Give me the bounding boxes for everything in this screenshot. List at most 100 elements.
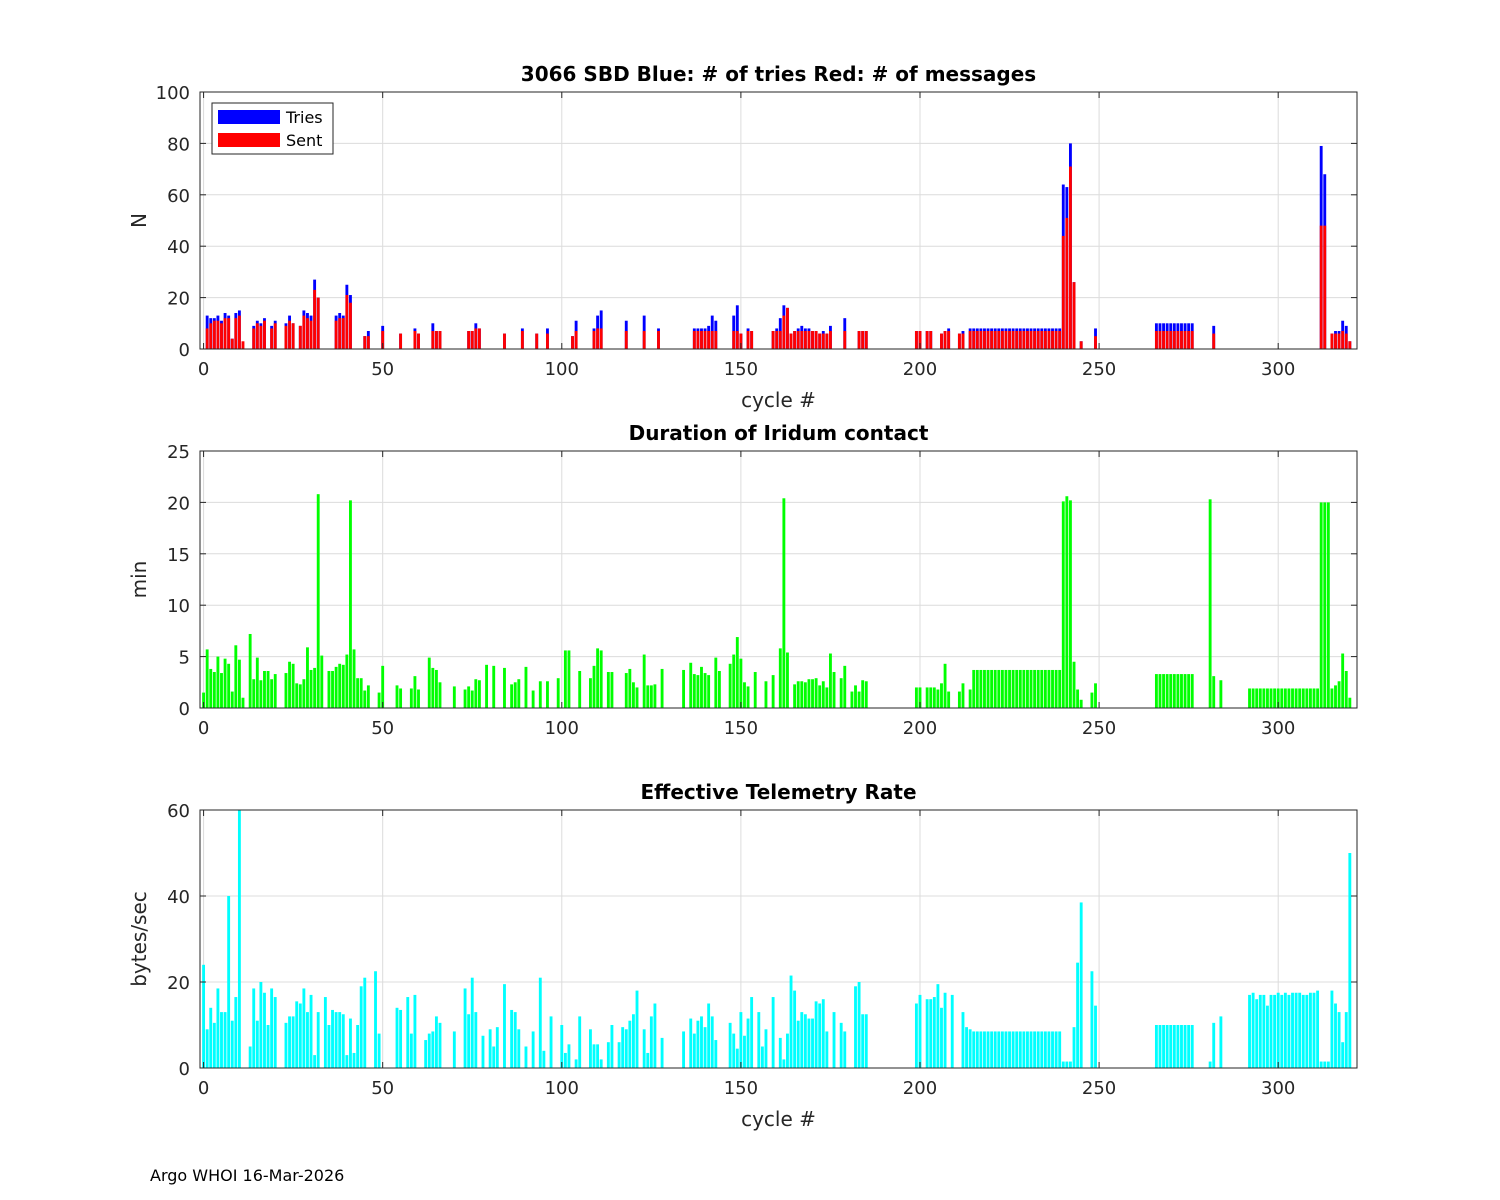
bar-sent — [309, 320, 313, 349]
bar-sent — [1158, 331, 1162, 349]
bar-value — [818, 685, 822, 708]
bar-value — [1330, 990, 1334, 1068]
bar-value — [997, 669, 1001, 708]
bar-value — [202, 964, 206, 1068]
bar-value — [700, 666, 703, 708]
bar-value — [979, 1031, 983, 1068]
bar-value — [273, 674, 277, 708]
bar-value — [800, 681, 804, 708]
bar-value — [1033, 1031, 1037, 1068]
bar-value — [1180, 674, 1183, 708]
y-axis-label: min — [127, 561, 151, 599]
bar-sent — [431, 331, 435, 349]
bar-value — [1208, 499, 1212, 708]
bar-value — [821, 681, 825, 708]
bar-value — [610, 1025, 614, 1068]
bar-value — [707, 1003, 711, 1068]
bar-value — [735, 637, 739, 708]
bar-value — [1000, 1031, 1004, 1068]
bar-value — [1344, 670, 1348, 708]
x-tick-label: 300 — [1261, 718, 1295, 739]
bar-value — [642, 1029, 646, 1068]
bar-value — [1011, 669, 1015, 708]
y-tick-label: 20 — [167, 289, 190, 310]
chart-title: 3066 SBD Blue: # of tries Red: # of mess… — [521, 62, 1036, 86]
bar-value — [1208, 1061, 1212, 1068]
bar-value — [843, 1031, 847, 1068]
bar-value — [1287, 688, 1291, 708]
bar-value — [212, 1022, 216, 1068]
bar-value — [1172, 1025, 1176, 1068]
y-tick-label: 0 — [179, 340, 190, 361]
bar-value — [746, 686, 750, 708]
bar-value — [1069, 1061, 1072, 1068]
bar-value — [1298, 992, 1302, 1068]
bar-value — [778, 648, 782, 708]
bar-sent — [381, 331, 385, 349]
bar-sent — [771, 331, 775, 349]
bar-value — [352, 1052, 356, 1068]
bar-value — [689, 1018, 693, 1068]
bar-sent — [1176, 331, 1180, 349]
bar-value — [241, 697, 245, 708]
bar-value — [209, 1007, 213, 1068]
bar-value — [209, 668, 213, 708]
bar-value — [1219, 680, 1223, 708]
chart-panel-1: 0 50 100 150 200 250 300 0 20 40 60 80 100 3066 SBD B… — [127, 62, 1358, 412]
bar-sent — [807, 331, 811, 349]
bar-value — [306, 647, 309, 708]
bar-sent — [925, 331, 929, 349]
bar-value — [843, 665, 847, 708]
bar-sent — [1043, 331, 1047, 349]
bar-value — [628, 668, 632, 708]
bar-sent — [1029, 331, 1033, 349]
bar-value — [1058, 669, 1062, 708]
bar-value — [743, 682, 746, 708]
x-tick-label: 0 — [198, 718, 209, 739]
bar-value — [1287, 994, 1291, 1068]
bar-sent — [316, 297, 320, 349]
bar-sent — [363, 336, 367, 349]
bar-value — [1323, 1061, 1327, 1068]
plot-area — [200, 810, 1357, 1068]
bar-value — [1069, 500, 1072, 708]
bar-value — [807, 679, 811, 708]
bar-value — [1061, 501, 1065, 708]
bar-sent — [1169, 331, 1173, 349]
bar-value — [356, 1025, 360, 1068]
bar-value — [227, 663, 231, 708]
bar-value — [710, 1016, 714, 1068]
bar-value — [259, 680, 263, 708]
bar-value — [237, 659, 241, 708]
bar-value — [936, 984, 940, 1068]
bar-sent — [205, 328, 209, 349]
bar-sent — [216, 320, 220, 349]
bar-value — [986, 669, 990, 708]
bar-value — [764, 681, 768, 708]
bar-value — [291, 663, 295, 708]
bar-value — [1187, 1025, 1191, 1068]
bar-value — [349, 500, 352, 708]
bar-value — [1065, 1061, 1069, 1068]
bar-value — [1040, 1031, 1044, 1068]
bar-value — [1033, 669, 1037, 708]
bar-value — [646, 1052, 650, 1068]
bar-value — [839, 678, 843, 708]
bar-value — [338, 1012, 342, 1068]
bar-value — [503, 667, 506, 708]
bar-value — [682, 1031, 686, 1068]
bar-sent — [1058, 331, 1062, 349]
chart-panel-3: 0 50 100 150 200 250 300 0 20 40 60 Effective Telem… — [127, 780, 1358, 1131]
bar-value — [542, 1050, 546, 1068]
bar-value — [306, 1012, 309, 1068]
bar-value — [1291, 688, 1294, 708]
bar-value — [291, 1016, 295, 1068]
bar-sent — [793, 331, 797, 349]
bar-value — [929, 999, 933, 1068]
bar-sent — [1323, 225, 1327, 349]
bar-sent — [255, 323, 259, 349]
bar-value — [589, 1029, 592, 1068]
bar-value — [1187, 674, 1191, 708]
x-axis-label: cycle # — [741, 1107, 816, 1131]
bar-sent — [843, 331, 847, 349]
